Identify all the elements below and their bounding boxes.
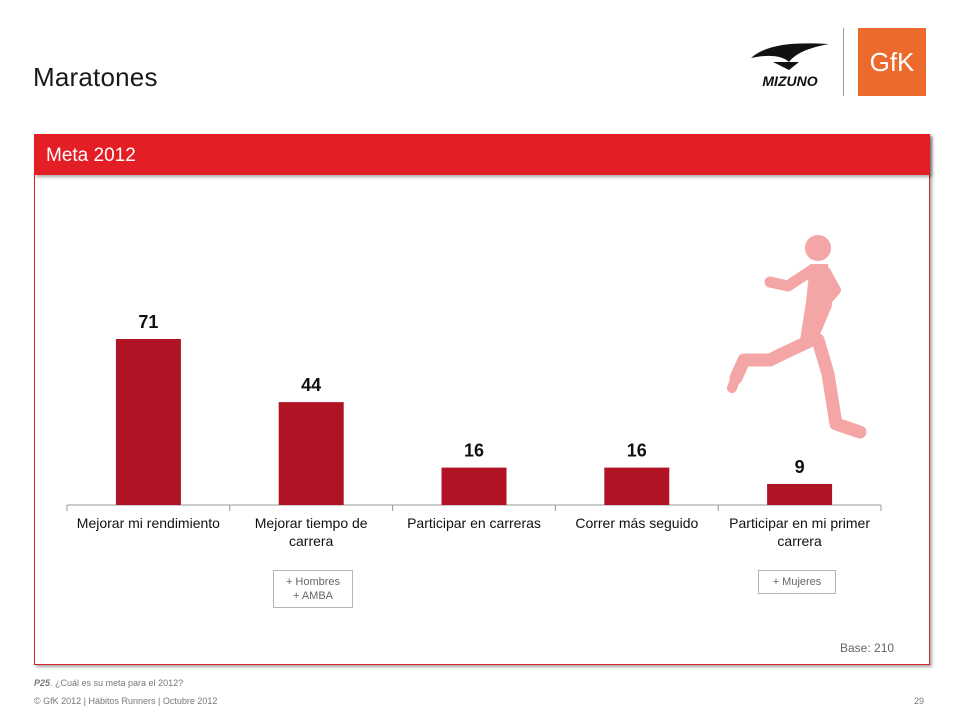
bar-value-label: 44 [301,375,321,395]
x-axis-category-label: Correr más seguido [575,515,699,531]
bar-value-label: 9 [795,457,805,477]
bar-value-label: 16 [627,441,647,461]
runner-illustration [720,228,870,443]
footer-copyright: © GfK 2012 | Hábitos Runners | Octubre 2… [34,696,218,706]
bar [278,402,344,505]
page-number: 29 [914,696,925,706]
x-axis-category-label: Participar en mi primer carrera [729,515,870,549]
note-line: + AMBA [292,590,334,602]
note-line: + Hombres [285,576,341,588]
note-box-mujeres: + Mujeres [758,570,836,594]
question-body: . ¿Cuál es su meta para el 2012? [50,678,184,688]
bar [767,483,833,505]
bar [441,467,507,505]
logo-divider [843,28,844,96]
gfk-logo: GfK [858,28,926,96]
bar [115,339,181,505]
question-code: P25 [34,678,51,688]
question-text: P25. ¿Cuál es su meta para el 2012? [34,678,183,688]
svg-text:GfK: GfK [870,47,915,77]
note-box-hombres: + Hombres + AMBA [273,570,353,608]
x-axis-category-label: Mejorar tiempo de carrera [254,515,368,549]
svg-text:MIZUNO: MIZUNO [762,73,817,89]
panel-header: Meta 2012 [34,134,930,175]
panel-title: Meta 2012 [46,145,136,166]
bar-value-label: 16 [464,441,484,461]
page-title: Maratones [33,62,158,92]
note-line: + Mujeres [772,576,822,588]
x-axis-category-label: Participar en carreras [407,515,541,531]
bar-value-label: 71 [138,312,158,332]
bar [604,467,670,505]
mizuno-logo: MIZUNO [745,38,835,90]
x-axis-category-label: Mejorar mi rendimiento [76,515,220,531]
base-note: Base: 210 [840,641,895,655]
